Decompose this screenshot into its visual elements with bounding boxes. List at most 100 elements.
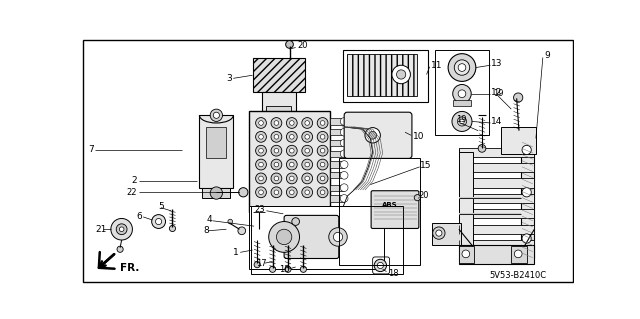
Circle shape <box>285 266 291 272</box>
Text: 3: 3 <box>226 74 232 83</box>
Circle shape <box>320 162 325 167</box>
Circle shape <box>274 162 279 167</box>
Circle shape <box>458 90 466 98</box>
Circle shape <box>340 172 348 179</box>
Circle shape <box>340 139 348 147</box>
Circle shape <box>289 190 294 195</box>
Circle shape <box>340 150 348 158</box>
Circle shape <box>397 70 406 79</box>
Text: 9: 9 <box>545 51 550 60</box>
FancyBboxPatch shape <box>520 138 534 258</box>
Circle shape <box>255 118 266 128</box>
FancyBboxPatch shape <box>452 100 471 106</box>
Circle shape <box>119 227 124 232</box>
Circle shape <box>458 64 466 71</box>
Circle shape <box>320 148 325 153</box>
Circle shape <box>274 148 279 153</box>
Circle shape <box>259 190 263 195</box>
FancyBboxPatch shape <box>511 246 527 263</box>
FancyBboxPatch shape <box>330 140 344 146</box>
FancyBboxPatch shape <box>200 115 234 189</box>
FancyBboxPatch shape <box>330 151 344 157</box>
Text: 20: 20 <box>418 191 429 200</box>
Circle shape <box>274 190 279 195</box>
FancyBboxPatch shape <box>371 191 419 228</box>
Circle shape <box>340 195 348 202</box>
Circle shape <box>414 195 420 201</box>
Circle shape <box>274 176 279 181</box>
FancyBboxPatch shape <box>266 106 291 114</box>
Circle shape <box>255 187 266 198</box>
Circle shape <box>271 173 282 184</box>
Circle shape <box>287 159 297 170</box>
FancyBboxPatch shape <box>330 129 344 135</box>
Circle shape <box>320 135 325 139</box>
Text: 1: 1 <box>233 248 239 257</box>
Circle shape <box>436 230 442 236</box>
FancyBboxPatch shape <box>459 245 534 264</box>
FancyBboxPatch shape <box>250 206 384 269</box>
Circle shape <box>287 173 297 184</box>
Circle shape <box>458 117 467 126</box>
FancyBboxPatch shape <box>330 118 344 124</box>
Circle shape <box>433 227 445 239</box>
Circle shape <box>289 176 294 181</box>
Circle shape <box>210 187 223 199</box>
FancyBboxPatch shape <box>459 209 534 219</box>
Circle shape <box>259 121 263 125</box>
FancyBboxPatch shape <box>330 185 344 191</box>
Circle shape <box>116 224 127 235</box>
Circle shape <box>522 188 531 197</box>
FancyBboxPatch shape <box>330 172 344 178</box>
Circle shape <box>170 226 175 232</box>
Circle shape <box>259 148 263 153</box>
Text: 4: 4 <box>206 215 212 224</box>
Circle shape <box>317 131 328 142</box>
Circle shape <box>302 145 312 156</box>
Circle shape <box>513 93 523 102</box>
Circle shape <box>255 131 266 142</box>
Text: 12: 12 <box>492 88 502 97</box>
Circle shape <box>276 229 292 245</box>
Text: 19: 19 <box>493 89 503 98</box>
Circle shape <box>460 119 464 124</box>
Text: 8: 8 <box>204 226 209 235</box>
Circle shape <box>259 176 263 181</box>
Text: FR.: FR. <box>120 263 140 273</box>
Circle shape <box>302 187 312 198</box>
FancyBboxPatch shape <box>202 189 230 198</box>
Text: 17: 17 <box>257 259 267 268</box>
FancyBboxPatch shape <box>459 178 534 188</box>
Circle shape <box>320 190 325 195</box>
Circle shape <box>317 187 328 198</box>
FancyBboxPatch shape <box>432 223 461 245</box>
Circle shape <box>452 111 472 131</box>
Circle shape <box>111 219 132 240</box>
Text: 5: 5 <box>159 202 164 211</box>
Circle shape <box>213 112 220 118</box>
Circle shape <box>271 118 282 128</box>
Circle shape <box>289 148 294 153</box>
Circle shape <box>300 266 307 272</box>
Circle shape <box>271 159 282 170</box>
FancyBboxPatch shape <box>330 195 344 202</box>
Circle shape <box>287 187 297 198</box>
Circle shape <box>255 173 266 184</box>
Text: 10: 10 <box>413 132 424 141</box>
FancyBboxPatch shape <box>459 152 473 254</box>
Circle shape <box>259 162 263 167</box>
Circle shape <box>320 176 325 181</box>
Circle shape <box>317 173 328 184</box>
Circle shape <box>317 145 328 156</box>
Circle shape <box>340 128 348 136</box>
Circle shape <box>305 176 310 181</box>
Circle shape <box>156 219 162 225</box>
Circle shape <box>255 145 266 156</box>
Circle shape <box>333 232 342 241</box>
Circle shape <box>274 121 279 125</box>
Circle shape <box>302 131 312 142</box>
FancyBboxPatch shape <box>459 246 474 263</box>
Circle shape <box>239 188 248 197</box>
Circle shape <box>365 128 380 143</box>
Circle shape <box>228 219 232 224</box>
